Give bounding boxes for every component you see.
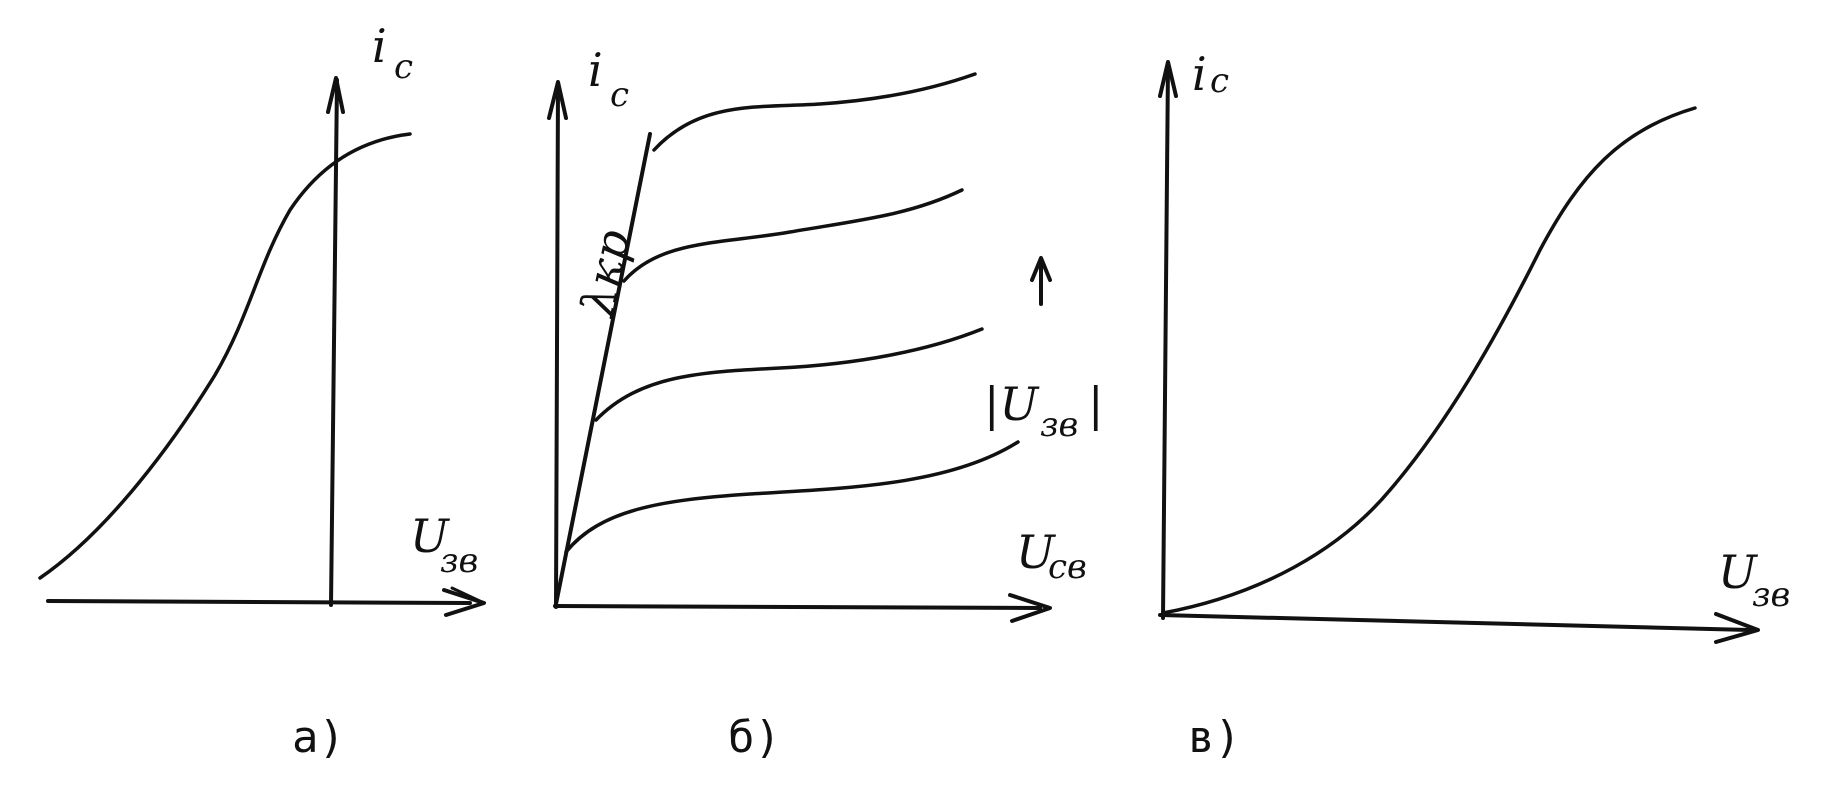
panel-c-y-axis	[1161, 62, 1170, 620]
panel-a-caption: а)	[292, 712, 345, 763]
panel-a-x-arrowhead-stroke	[450, 586, 486, 605]
panel-a-x-axis	[46, 599, 472, 605]
panel-b-y-arrowhead	[547, 80, 568, 120]
panel-c-x-arrowhead	[1714, 612, 1760, 644]
panel-b-x-axis	[553, 604, 1042, 610]
panel-b-parameter-label-sub: зв	[1040, 405, 1078, 445]
panel-c-caption: в)	[1188, 712, 1241, 763]
panel-b-boundary-line	[554, 132, 652, 606]
panel-c-x-label-sub: зв	[1752, 575, 1790, 615]
panel-b-curve-1	[652, 72, 977, 152]
panel-c-y-arrowhead	[1158, 60, 1178, 98]
panel-c-transfer-curve	[1161, 106, 1697, 615]
panel-c-x-axis	[1158, 613, 1752, 632]
panel-b-curve-2	[622, 188, 964, 283]
panel-b-x-label-sub: св	[1048, 547, 1087, 587]
panel-b-caption: б)	[728, 712, 781, 763]
panel-a-y-arrowhead	[326, 76, 345, 114]
panel-a-x-label: U	[410, 509, 451, 563]
panel-c-y-label: i	[1192, 47, 1207, 101]
panel-b-curve-4	[564, 440, 1020, 554]
panel-b-parameter-arrowhead	[1030, 256, 1052, 282]
panel-c: i c U зв в)	[1158, 47, 1790, 763]
panel-a-x-label-sub: зв	[440, 541, 478, 581]
panel-c-x-label: U	[1718, 545, 1759, 599]
panel-b-y-label: i	[588, 43, 603, 97]
panel-b-curve-3	[594, 327, 984, 422]
panel-a: i c U зв а)	[38, 19, 486, 763]
panel-a-y-axis	[329, 78, 339, 607]
panel-b: i c λкр U св |U зв | б)	[547, 43, 1104, 763]
panel-b-x-arrowhead	[1008, 593, 1052, 623]
panel-a-y-label: i	[372, 19, 387, 73]
panel-b-parameter-label-end: |	[1088, 377, 1104, 431]
panel-b-y-axis	[554, 82, 560, 609]
panel-b-boundary-label: λкр	[570, 225, 641, 322]
panel-c-y-label-sub: c	[1210, 61, 1229, 101]
panel-a-y-label-sub: c	[394, 47, 413, 87]
panel-b-x-label: U	[1016, 525, 1057, 579]
panel-b-y-label-sub: c	[610, 75, 629, 115]
panel-a-transfer-curve	[38, 132, 412, 580]
panel-b-parameter-label: |U	[984, 377, 1040, 431]
